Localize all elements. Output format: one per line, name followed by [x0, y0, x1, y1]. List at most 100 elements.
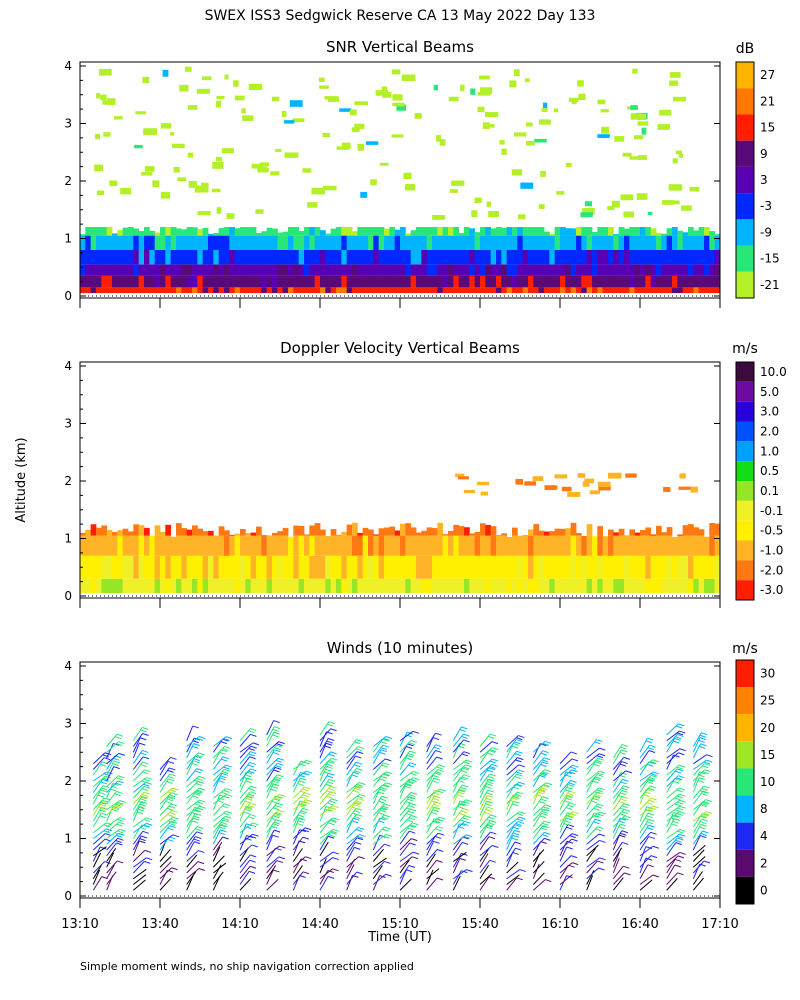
wind-barb [319, 778, 336, 793]
heatmap-cell [392, 102, 405, 107]
heatmap-cell [485, 578, 492, 594]
colorbar-swatch [736, 362, 754, 382]
heatmap-cell [197, 555, 204, 579]
heatmap-cell [90, 287, 97, 294]
heatmap-cell [709, 235, 716, 250]
heatmap-cell [368, 275, 374, 288]
heatmap-cell [378, 275, 385, 288]
heatmap-cell [613, 287, 620, 294]
heatmap-cell [671, 200, 680, 205]
heatmap-cell [570, 264, 577, 276]
wind-barb [346, 841, 362, 857]
heatmap-cell [170, 555, 177, 579]
wind-barb [639, 879, 653, 891]
heatmap-cell [266, 578, 273, 594]
heatmap-cell [212, 161, 224, 169]
wind-barb [639, 750, 656, 765]
heatmap-cell [581, 250, 588, 265]
wind-barb [92, 797, 111, 811]
y-tick-label: 2 [64, 174, 72, 188]
heatmap-cell [272, 532, 278, 536]
heatmap-cell [266, 250, 273, 265]
heatmap-cell [400, 523, 406, 536]
wind-barb [92, 833, 112, 845]
colorbar-label: 30 [760, 667, 775, 681]
wind-barb [132, 726, 149, 742]
heatmap-cell [442, 227, 449, 236]
heatmap-cell [549, 578, 556, 594]
wind-barb [399, 878, 412, 891]
heatmap-cell [186, 529, 193, 536]
heatmap-cell [128, 250, 134, 265]
wind-barb [532, 784, 550, 799]
heatmap-cell [565, 162, 572, 167]
heatmap-cell [85, 250, 92, 265]
heatmap-cell [490, 250, 497, 265]
heatmap-cell [216, 207, 222, 214]
heatmap-cell [240, 287, 246, 294]
heatmap-cell [275, 148, 282, 152]
heatmap-cell [560, 264, 566, 276]
wind-barb [132, 791, 151, 805]
heatmap-cell [672, 235, 678, 250]
heatmap-cell [400, 578, 406, 594]
wind-barb [612, 761, 628, 776]
heatmap-cell [128, 531, 134, 536]
heatmap-cell [560, 235, 566, 250]
heatmap-cell [542, 102, 548, 109]
heatmap-cell [650, 534, 657, 536]
heatmap-cell [509, 80, 517, 88]
heatmap-cell [162, 69, 169, 77]
heatmap-cell [661, 233, 668, 236]
wind-barb [666, 787, 686, 799]
heatmap-cell [107, 98, 116, 105]
heatmap-cell [330, 228, 337, 236]
heatmap-cell [224, 275, 230, 288]
heatmap-cell [245, 235, 252, 250]
heatmap-cell [693, 230, 700, 236]
wind-barb [559, 874, 573, 885]
heatmap-cell [463, 489, 476, 494]
heatmap-cell [181, 275, 188, 288]
heatmap-cell [432, 555, 438, 579]
wind-barb [213, 788, 233, 799]
heatmap-cell [437, 535, 444, 556]
heatmap-cell [352, 231, 358, 236]
wind-barb [186, 861, 205, 874]
wind-barb [159, 809, 178, 822]
wind-barb [506, 764, 525, 776]
wind-barb [293, 856, 312, 868]
heatmap-cell [544, 275, 550, 288]
heatmap-cell [533, 555, 540, 579]
wind-barb [532, 808, 550, 822]
heatmap-cell [90, 235, 97, 250]
heatmap-cell [480, 275, 486, 288]
heatmap-cell [618, 235, 625, 250]
wind-barb [92, 864, 102, 880]
heatmap-cell [570, 535, 577, 556]
heatmap-cell [251, 163, 264, 169]
wind-barb [692, 877, 704, 891]
heatmap-cell [501, 535, 508, 556]
heatmap-cell [352, 522, 358, 536]
wind-barb [212, 815, 232, 828]
heatmap-cell [373, 534, 380, 536]
heatmap-cell [213, 264, 220, 276]
colorbar-label: 2 [760, 856, 768, 870]
heatmap-cell [677, 578, 684, 594]
heatmap-cell [109, 180, 118, 187]
heatmap-cell [608, 555, 614, 579]
heatmap-cell [384, 228, 390, 236]
wind-barb [586, 857, 606, 868]
heatmap-cell [106, 264, 113, 276]
heatmap-cell [101, 264, 108, 276]
wind-barb [612, 823, 627, 839]
heatmap-cell [571, 100, 577, 105]
wind-barb [372, 860, 391, 874]
wind-barb [239, 742, 260, 753]
heatmap-cell [496, 250, 502, 265]
heatmap-cell [181, 264, 188, 276]
heatmap-cell [160, 235, 166, 250]
heatmap-cell [480, 250, 486, 265]
heatmap-cell [302, 168, 312, 173]
